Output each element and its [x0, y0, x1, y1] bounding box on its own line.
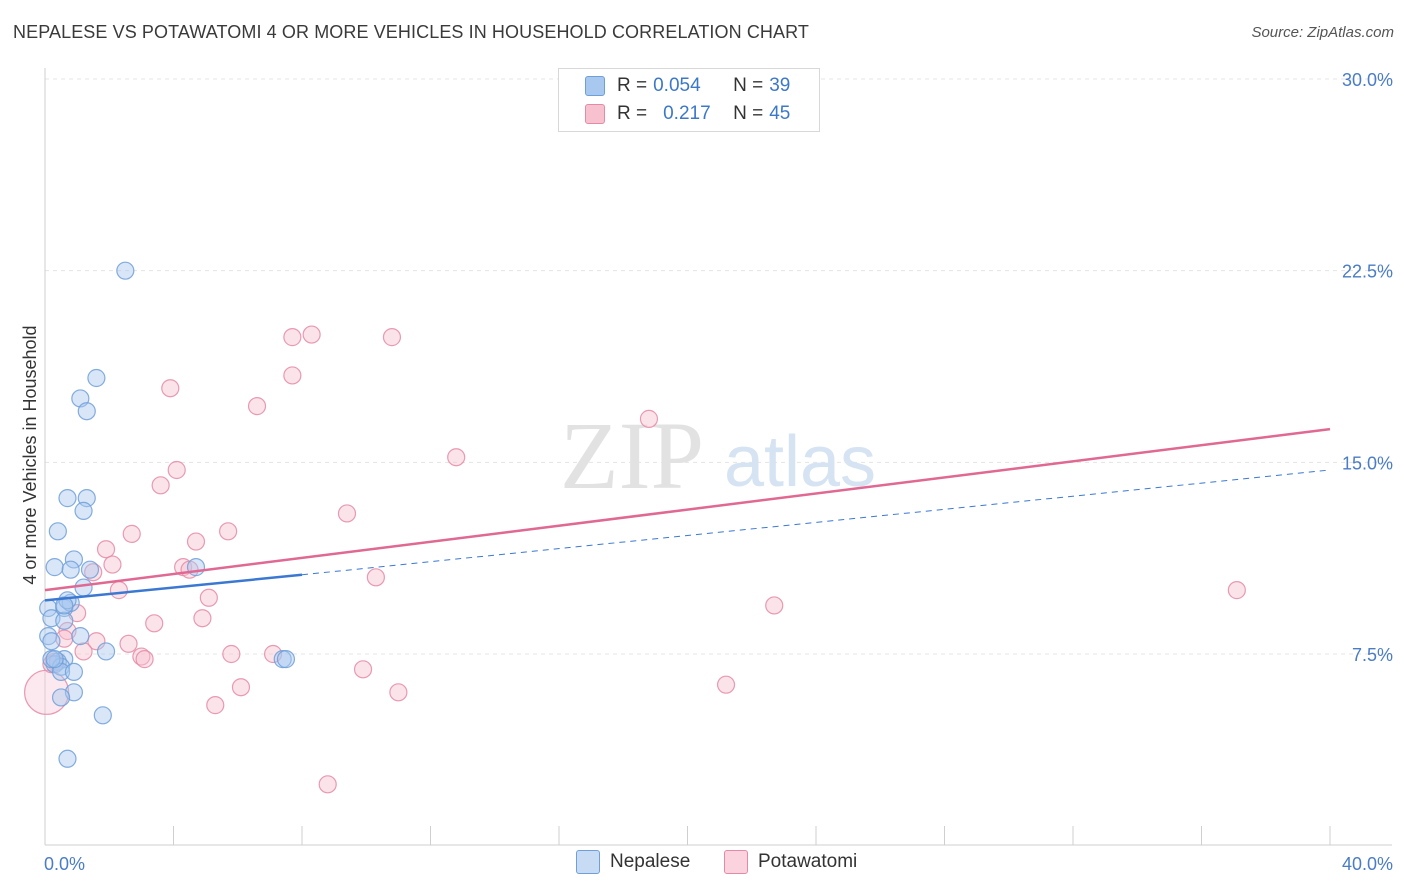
data-point-potawatomi — [193, 609, 212, 628]
legend-item-potawatomi: Potawatomi — [724, 850, 857, 874]
data-point-potawatomi — [231, 678, 251, 697]
data-point-nepalese — [74, 578, 93, 597]
data-point-potawatomi — [122, 524, 141, 543]
data-point-potawatomi — [247, 397, 267, 416]
y-tick-label: 15.0% — [1342, 453, 1393, 473]
data-point-potawatomi — [716, 675, 736, 694]
legend-label-nepalese: Nepalese — [610, 851, 691, 872]
legend-n-label: N = — [733, 75, 764, 96]
data-point-nepalese — [87, 368, 106, 388]
legend-n-value: 39 — [769, 75, 791, 96]
trend-line-potawatomi — [44, 427, 1331, 592]
data-point-potawatomi — [447, 448, 466, 467]
data-point-nepalese — [93, 706, 112, 725]
data-point-potawatomi — [366, 568, 385, 587]
legend-item-nepalese: Nepalese — [576, 850, 690, 874]
watermark-zip: ZIP — [560, 402, 704, 509]
data-point-potawatomi — [84, 563, 103, 582]
trend-extension-nepalese — [301, 469, 1331, 576]
data-point-nepalese — [71, 627, 90, 646]
data-point-potawatomi — [145, 614, 164, 633]
data-point-potawatomi — [161, 379, 180, 398]
data-point-potawatomi — [103, 555, 122, 574]
data-point-nepalese — [42, 632, 61, 651]
data-point-potawatomi — [199, 588, 218, 607]
data-point-nepalese — [58, 489, 77, 508]
x-tick-label: 0.0% — [44, 854, 85, 874]
legend-n-label: N = — [733, 103, 764, 124]
stats-legend: R = 0.054 N = 39 R = 0.217 N = 45 — [558, 68, 820, 132]
data-point-potawatomi — [132, 647, 151, 666]
legend-swatch-potawatomi — [724, 850, 748, 874]
data-point-nepalese — [51, 688, 71, 707]
data-point-potawatomi — [389, 683, 408, 702]
data-point-nepalese — [55, 611, 74, 630]
legend-row-potawatomi: R = 0.217 N = 45 — [585, 101, 790, 127]
data-point-nepalese — [58, 749, 77, 768]
legend-swatch-nepalese — [576, 850, 600, 874]
data-point-potawatomi — [222, 644, 241, 664]
data-point-nepalese — [45, 650, 64, 669]
data-point-nepalese — [80, 560, 100, 579]
legend-swatch-nepalese — [585, 76, 605, 96]
legend-swatch-potawatomi — [585, 104, 605, 124]
data-point-potawatomi — [639, 409, 659, 428]
data-point-potawatomi — [119, 634, 138, 653]
data-point-nepalese — [64, 662, 84, 681]
data-point-nepalese — [61, 560, 80, 579]
data-point-nepalese — [58, 591, 77, 610]
data-points — [24, 261, 1246, 794]
data-point-potawatomi — [109, 581, 128, 600]
chart-title: NEPALESE VS POTAWATOMI 4 OR MORE VEHICLE… — [13, 22, 810, 42]
legend-r-value: 0.054 — [653, 75, 701, 96]
legend-r-label: R = — [617, 103, 648, 124]
x-tick-label: 40.0% — [1342, 854, 1393, 874]
data-point-nepalese — [45, 558, 64, 577]
data-point-potawatomi — [337, 504, 357, 523]
y-tick-label: 30.0% — [1342, 70, 1393, 90]
data-point-nepalese — [64, 550, 84, 569]
axes — [44, 68, 1392, 846]
data-point-potawatomi — [283, 366, 302, 385]
data-point-potawatomi — [382, 328, 402, 347]
data-point-potawatomi — [96, 540, 116, 559]
data-point-potawatomi — [1227, 581, 1246, 600]
trend-lines — [44, 427, 1331, 602]
data-point-potawatomi — [219, 522, 238, 541]
data-point-potawatomi — [765, 596, 784, 615]
trend-line-nepalese — [44, 573, 303, 602]
data-point-potawatomi — [167, 460, 186, 480]
legend-label-potawatomi: Potawatomi — [758, 851, 858, 872]
series-legend: Nepalese Potawatomi — [0, 850, 1406, 878]
data-point-potawatomi — [135, 650, 154, 669]
data-point-nepalese — [276, 650, 296, 669]
data-point-potawatomi — [318, 775, 337, 794]
legend-r-label: R = — [617, 75, 648, 96]
legend-row-nepalese: R = 0.054 N = 39 — [585, 73, 790, 99]
legend-n-value: 45 — [769, 103, 791, 124]
y-axis-label: 4 or more Vehicles in Household — [20, 325, 40, 584]
data-point-nepalese — [96, 642, 116, 661]
y-tick-label: 22.5% — [1342, 262, 1393, 282]
source-label: Source: ZipAtlas.com — [1251, 24, 1394, 41]
data-point-potawatomi — [353, 660, 373, 679]
data-point-potawatomi — [74, 642, 93, 661]
data-point-potawatomi — [283, 328, 302, 347]
grid-lines — [45, 78, 1392, 655]
data-point-nepalese — [74, 501, 93, 520]
legend-r-value: 0.217 — [663, 103, 711, 124]
data-point-potawatomi — [151, 476, 170, 495]
data-point-nepalese — [55, 596, 74, 615]
tick-labels: 7.5% 15.0% 22.5% 30.0% 0.0% 40.0% — [44, 70, 1393, 874]
data-point-potawatomi — [206, 696, 225, 715]
y-tick-label: 7.5% — [1352, 645, 1393, 665]
data-point-nepalese — [116, 261, 135, 280]
data-point-potawatomi — [302, 325, 321, 344]
data-point-potawatomi — [186, 532, 206, 551]
data-point-nepalese — [39, 627, 58, 646]
data-point-nepalese — [77, 402, 96, 421]
data-point-nepalese — [48, 522, 67, 541]
data-point-potawatomi — [24, 669, 70, 715]
